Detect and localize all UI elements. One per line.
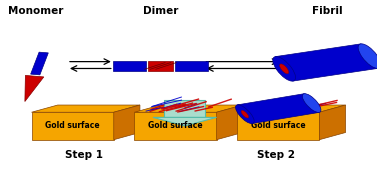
Polygon shape — [114, 105, 140, 140]
Polygon shape — [237, 112, 319, 140]
Text: Step 2: Step 2 — [257, 150, 295, 160]
Polygon shape — [319, 105, 345, 140]
Text: Monomer: Monomer — [8, 6, 63, 16]
Text: Fibril: Fibril — [311, 6, 342, 16]
Polygon shape — [31, 105, 140, 112]
Text: Dimer: Dimer — [143, 6, 178, 16]
Polygon shape — [164, 100, 205, 117]
Polygon shape — [237, 105, 345, 112]
Ellipse shape — [302, 94, 321, 112]
Ellipse shape — [235, 105, 254, 124]
Ellipse shape — [241, 110, 249, 118]
Text: Step 1: Step 1 — [65, 150, 103, 160]
Text: Gold surface: Gold surface — [148, 121, 203, 130]
Bar — [31, 52, 48, 75]
Text: Gold surface: Gold surface — [251, 121, 305, 130]
Polygon shape — [237, 94, 319, 124]
Bar — [113, 61, 146, 71]
Ellipse shape — [358, 44, 378, 68]
Bar — [148, 61, 173, 71]
Bar — [175, 61, 208, 71]
Polygon shape — [31, 112, 114, 140]
Polygon shape — [276, 44, 378, 81]
Polygon shape — [134, 112, 217, 140]
Ellipse shape — [273, 57, 296, 81]
Polygon shape — [134, 105, 243, 112]
Polygon shape — [217, 105, 243, 140]
Text: Gold surface: Gold surface — [45, 121, 100, 130]
Polygon shape — [153, 117, 217, 126]
Ellipse shape — [280, 64, 289, 74]
Polygon shape — [25, 75, 44, 102]
